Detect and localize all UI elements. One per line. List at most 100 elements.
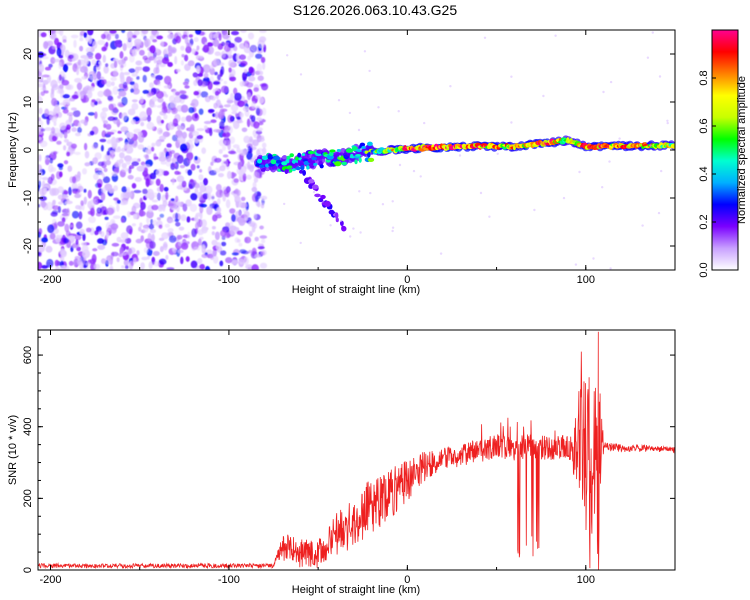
sparse-dot [391,229,394,233]
noise-blob [79,45,84,52]
sparse-dot [657,211,661,215]
noise-blob [256,117,263,121]
trace-core [259,164,265,168]
noise-blob [184,85,190,89]
noise-blob [111,242,120,247]
noise-blob [49,157,53,164]
noise-blob [214,71,218,76]
noise-blob [47,40,54,47]
trace-core [311,156,318,161]
noise-blob [243,135,251,144]
noise-blob [167,228,174,233]
noise-blob [101,187,107,194]
noise-blob [100,172,104,176]
sparse-dot [608,160,611,163]
noise-blob [92,40,98,49]
noise-blob [51,97,58,107]
noise-blob [140,262,145,270]
noise-blob [54,259,60,267]
noise-blob [105,160,112,166]
noise-blob [151,142,156,147]
noise-blob [67,165,73,172]
colorbar-tick-label: 0.0 [698,262,710,277]
noise-blob [229,136,236,144]
noise-blob [202,44,210,53]
noise-blob [214,168,221,173]
noise-blob [40,32,47,38]
noise-blob [211,226,216,230]
noise-blob [101,258,106,264]
noise-blob [201,147,207,154]
noise-blob [130,88,135,93]
noise-blob [38,70,42,75]
noise-blob [260,249,267,256]
noise-blob [147,115,151,123]
noise-blob [172,247,177,254]
noise-blob [187,156,192,164]
noise-blob [256,63,263,72]
noise-blob [256,191,261,197]
noise-blob [97,244,106,250]
noise-blob [100,144,104,152]
noise-blob [92,248,98,252]
noise-blob [74,234,82,241]
noise-blob [205,68,210,72]
noise-blob [42,74,50,78]
noise-blob [151,74,156,79]
sparse-dot [562,196,566,200]
noise-blob [103,154,108,162]
noise-blob [121,96,128,106]
sparse-dot [377,106,380,109]
noise-blob [38,261,43,270]
noise-blob [155,90,164,99]
noise-blob [123,71,130,76]
noise-blob [40,128,46,132]
noise-blob [257,75,264,81]
noise-blob [204,125,208,130]
noise-blob [117,59,126,65]
noise-blob [227,42,236,49]
sparse-dot [592,257,595,260]
noise-blob [156,59,163,65]
noise-blob [63,190,69,195]
spur-blob [335,212,339,220]
trace-core [307,150,315,155]
noise-blob [180,143,188,152]
noise-blob [213,58,221,67]
noise-blob [147,92,155,97]
y-tick-label: 400 [22,418,34,436]
noise-blob [41,265,49,269]
noise-blob [157,127,163,135]
noise-blob [121,186,127,193]
noise-blob [239,112,244,118]
noise-blob [84,150,90,159]
trace-core [310,165,315,168]
noise-blob [173,162,178,169]
sparse-dot [369,191,372,195]
noise-blob [123,259,129,266]
noise-blob [98,100,102,105]
trace-core [297,152,302,158]
sparse-dot [359,231,362,234]
noise-blob [56,140,62,145]
spur-blob [299,169,304,174]
noise-blob [242,71,248,81]
noise-blob [38,228,43,235]
noise-blob [60,250,67,258]
noise-blob [255,130,263,135]
noise-blob [57,201,63,205]
sparse-dot [609,267,612,270]
noise-blob [231,172,237,177]
noise-blob [86,227,92,233]
noise-blob [185,139,193,149]
noise-blob [248,76,256,82]
noise-blob [91,99,96,103]
noise-blob [68,54,74,60]
noise-blob [97,161,105,167]
spur-blob [341,225,345,229]
noise-blob [129,228,133,235]
noise-blob [100,192,106,201]
noise-blob [120,112,128,121]
noise-blob [236,116,241,121]
noise-blob [175,91,180,96]
